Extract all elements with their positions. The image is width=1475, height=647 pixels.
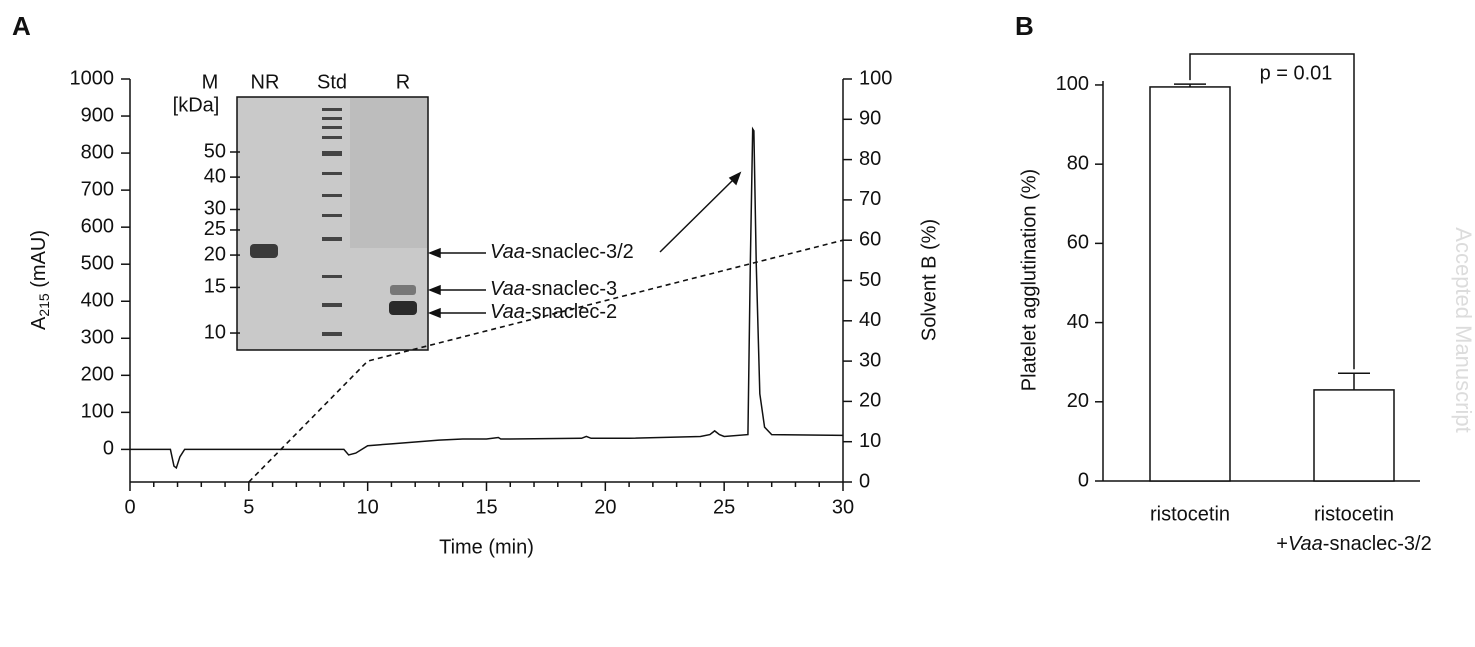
band-label-text: -snaclec-3 — [525, 278, 617, 300]
y-tick-label: 1000 — [70, 67, 115, 89]
y2-tick-label: 20 — [859, 390, 881, 412]
x-tick-label-part: + — [1276, 533, 1288, 555]
y-tick-label: 500 — [81, 252, 114, 274]
x-tick-label: 5 — [243, 496, 254, 518]
lane-label: R — [396, 71, 410, 93]
y-tick-label: 80 — [1067, 152, 1089, 174]
y-tick-label: 600 — [81, 215, 114, 237]
y-tick-label: 100 — [1056, 73, 1089, 95]
band-label: Vaa-snaclec-3/2 — [490, 241, 634, 263]
significance-bracket — [1189, 53, 1355, 370]
y-tick-label: 100 — [81, 401, 114, 423]
marker-label: 20 — [204, 243, 226, 265]
lane-label: NR — [251, 71, 280, 93]
x-tick-label: 0 — [124, 496, 135, 518]
y2-tick-label: 80 — [859, 148, 881, 170]
y2-tick-label: 30 — [859, 349, 881, 371]
y-tick-label: 200 — [81, 364, 114, 386]
x-tick-label: 30 — [832, 496, 854, 518]
y-tick-label: 800 — [81, 141, 114, 163]
y2-tick-label: 70 — [859, 188, 881, 210]
y-tick-label: 400 — [81, 290, 114, 312]
bar — [1149, 86, 1231, 482]
panel-label: B — [1015, 11, 1034, 41]
y-axis-label-part: (mAU) — [28, 230, 50, 293]
y-tick-label: 700 — [81, 178, 114, 200]
y-axis-label-part: 215 — [36, 293, 52, 317]
trace-line — [130, 126, 844, 470]
band-label-italic: Vaa — [490, 241, 525, 263]
band-label-text: -snaclec-3/2 — [525, 241, 634, 263]
y-tick-label: 0 — [103, 438, 114, 460]
marker-label: 50 — [204, 140, 226, 162]
band-label: Vaa-snaclec-3 — [490, 278, 617, 300]
y2-tick-label: 40 — [859, 309, 881, 331]
y2-tick-label: 10 — [859, 430, 881, 452]
y2-axis-label: Solvent B (%) — [918, 219, 940, 341]
watermark: Accepted Manuscript — [1451, 227, 1475, 432]
lane-label: M — [202, 71, 219, 93]
band-label: Vaa-snaclec-2 — [490, 301, 617, 323]
marker-label: 25 — [204, 218, 226, 240]
marker-label: 30 — [204, 198, 226, 220]
x-tick-label: 15 — [475, 496, 497, 518]
band-label-italic: Vaa — [490, 301, 525, 323]
panel-label: A — [12, 11, 31, 41]
band-label-text: -snaclec-2 — [525, 301, 617, 323]
y-tick-label: 40 — [1067, 311, 1089, 333]
arrows — [427, 171, 742, 319]
y-tick-label: 60 — [1067, 232, 1089, 254]
y2-tick-label: 90 — [859, 108, 881, 130]
marker-label: 40 — [204, 165, 226, 187]
y2-tick-label: 100 — [859, 67, 892, 89]
x-tick-label: +Vaa-snaclec-3/2 — [1276, 533, 1431, 555]
y-tick-label: 900 — [81, 104, 114, 126]
y2-tick-label: 50 — [859, 269, 881, 291]
y-axis-label-part: A — [28, 316, 50, 330]
x-tick-label: 25 — [713, 496, 735, 518]
y2-tick-label: 60 — [859, 228, 881, 250]
x-tick-label: ristocetin — [1314, 503, 1394, 525]
unit-label: [kDa] — [173, 94, 220, 116]
x-tick-label-part: -snaclec-3/2 — [1323, 533, 1432, 555]
y2-tick-label: 0 — [859, 470, 870, 492]
bar — [1313, 389, 1395, 482]
marker-label: 10 — [204, 321, 226, 343]
y-axis-label: A215 (mAU) — [28, 230, 51, 330]
x-tick-label-part: Vaa — [1288, 533, 1323, 555]
y-tick-label: 300 — [81, 327, 114, 349]
band-label-italic: Vaa — [490, 278, 525, 300]
y-tick-label: 20 — [1067, 390, 1089, 412]
x-tick-label: 20 — [594, 496, 616, 518]
x-axis-label: Time (min) — [439, 536, 534, 558]
marker-label: 15 — [204, 276, 226, 298]
x-tick-label: 10 — [357, 496, 379, 518]
y-tick-label: 0 — [1078, 469, 1089, 491]
lane-label: Std — [317, 71, 347, 93]
x-tick-label: ristocetin — [1150, 503, 1230, 525]
p-value-label: p = 0.01 — [1260, 62, 1333, 84]
gel-image — [236, 96, 429, 351]
gradient-line — [248, 239, 844, 483]
y-axis-label: Platelet agglutination (%) — [1018, 169, 1040, 391]
